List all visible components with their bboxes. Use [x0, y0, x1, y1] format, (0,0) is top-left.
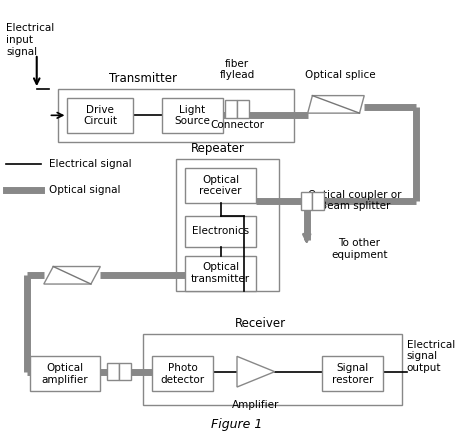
Text: Transmitter: Transmitter [109, 71, 177, 85]
Text: Optical
receiver: Optical receiver [199, 175, 242, 196]
Bar [185, 216, 256, 247]
Text: Light
Source: Light Source [174, 105, 210, 126]
Text: Electrical
signal
output: Electrical signal output [407, 340, 455, 373]
Bar [108, 363, 119, 381]
Bar [119, 363, 131, 381]
Polygon shape [237, 356, 275, 387]
Text: Connector: Connector [210, 120, 264, 130]
Bar [301, 192, 312, 209]
Bar [143, 334, 402, 404]
Bar [237, 100, 249, 117]
Bar [225, 100, 237, 117]
Bar [30, 356, 100, 392]
Bar [152, 356, 213, 392]
Bar [185, 168, 256, 203]
Text: Receiver: Receiver [235, 317, 286, 330]
Text: Optical signal: Optical signal [48, 185, 120, 195]
Text: Optical
amplifier: Optical amplifier [42, 363, 88, 385]
Text: Electronics: Electronics [192, 227, 249, 236]
Bar [312, 192, 324, 209]
Text: Repeater: Repeater [191, 142, 245, 155]
Text: Optical coupler or
Beam splitter: Optical coupler or Beam splitter [308, 190, 401, 211]
Text: To other
equipment: To other equipment [331, 238, 388, 260]
Text: Electrical signal: Electrical signal [48, 158, 131, 168]
Bar [162, 98, 223, 133]
Text: Optical
transmitter: Optical transmitter [191, 262, 250, 284]
Polygon shape [308, 96, 364, 113]
Bar [176, 159, 279, 291]
Text: Optical splice: Optical splice [305, 70, 376, 80]
Text: fiber
flylead: fiber flylead [219, 59, 255, 80]
Bar [322, 356, 383, 392]
Text: Figure 1: Figure 1 [211, 418, 263, 431]
Polygon shape [44, 266, 100, 284]
Text: Amplifier: Amplifier [232, 400, 280, 410]
Text: Drive
Circuit: Drive Circuit [83, 105, 118, 126]
Bar [67, 98, 133, 133]
Bar [58, 89, 293, 142]
Text: Electrical
input
signal: Electrical input signal [6, 23, 55, 56]
Bar [185, 255, 256, 291]
Text: Signal
restorer: Signal restorer [332, 363, 373, 385]
Text: Photo
detector: Photo detector [161, 363, 205, 385]
